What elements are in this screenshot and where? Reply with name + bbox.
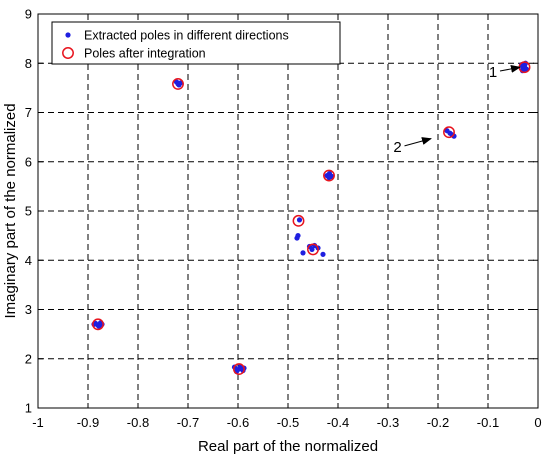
integrated-pole-point: [443, 126, 455, 139]
integrated-pole-point: [292, 214, 305, 227]
x-tick-label: -0.5: [277, 415, 299, 430]
annotation-arrow: [404, 137, 432, 147]
extracted-pole-point: [300, 250, 306, 256]
integrated-pole-point: [323, 169, 335, 182]
annotations: 12: [393, 64, 521, 156]
y-axis-label: Imaginary part of the normalized: [2, 103, 19, 318]
x-tick-label: -0.3: [377, 415, 399, 430]
y-tick-label: 3: [25, 302, 32, 317]
y-tick-label: 8: [25, 56, 32, 71]
x-tick-label: -0.8: [127, 415, 149, 430]
integrated-pole-point: [92, 318, 104, 331]
y-tick-label: 1: [25, 401, 32, 416]
x-tick-label: -0.2: [427, 415, 449, 430]
y-tick-label: 4: [25, 253, 32, 268]
y-tick-label: 6: [25, 154, 32, 169]
annotation-label: 2: [393, 139, 401, 156]
legend-label-integrated: Poles after integration: [84, 47, 206, 61]
annotation-label: 1: [489, 64, 497, 81]
extracted-pole-point: [295, 233, 301, 239]
axis-ticks: -1 -0.9 -0.8 -0.7 -0.6 -0.5 -0.4 -0.3 -0.2 -0.1 0 1…: [25, 7, 542, 431]
extracted-pole-point: [236, 366, 243, 372]
x-tick-label: -0.9: [77, 415, 99, 430]
x-tick-label: -0.4: [327, 415, 349, 430]
x-tick-label: -0.1: [477, 415, 499, 430]
legend-marker-integrated: [62, 47, 74, 59]
annotation-arrow: [499, 64, 521, 73]
y-tick-label: 9: [25, 7, 32, 22]
y-tick-label: 2: [25, 351, 32, 366]
grid-lines: [38, 14, 538, 408]
legend-box: [51, 21, 341, 65]
extracted-pole-point: [175, 81, 181, 87]
legend-marker-extracted: [65, 32, 71, 38]
extracted-pole-point: [326, 174, 332, 181]
extracted-pole-point: [309, 246, 315, 253]
extracted-pole-point: [296, 217, 303, 223]
integrated-pole-point: [172, 77, 184, 90]
y-tick-label: 7: [25, 105, 32, 120]
extracted-pole-point: [320, 251, 326, 257]
integrated-pole-point: [307, 243, 319, 256]
x-tick-label: -0.6: [227, 415, 249, 430]
data-marks: [91, 60, 531, 376]
x-tick-label: -0.7: [177, 415, 199, 430]
integrated-pole-point: [233, 363, 245, 376]
x-tick-label: -1: [32, 415, 44, 430]
x-tick-label: 0: [534, 415, 541, 430]
y-tick-label: 5: [25, 204, 32, 219]
x-axis-label: Real part of the normalized: [198, 438, 378, 455]
legend: Extracted poles in different directions …: [51, 21, 341, 65]
legend-label-extracted: Extracted poles in different directions: [84, 29, 289, 43]
